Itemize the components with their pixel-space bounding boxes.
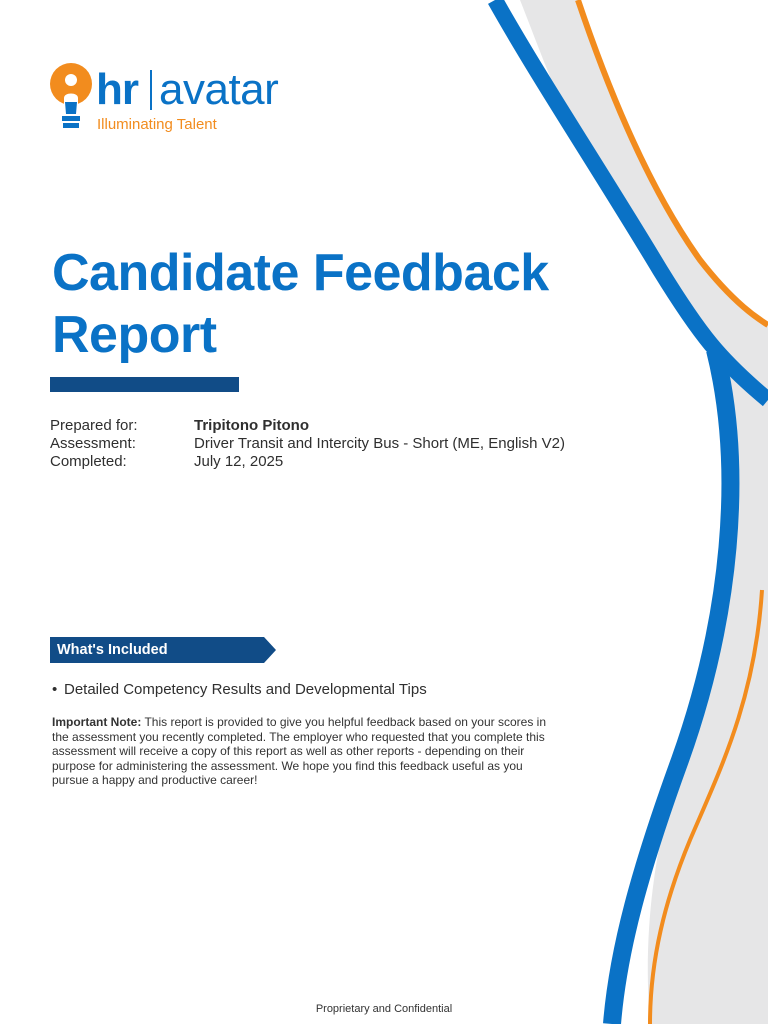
included-item-text: Detailed Competency Results and Developm… bbox=[64, 681, 427, 698]
title-underline-bar bbox=[50, 377, 239, 392]
report-metadata: Prepared for: Tripitono Pitono Assessmen… bbox=[50, 417, 565, 471]
completed-label: Completed: bbox=[50, 453, 127, 470]
title-line-2: Report bbox=[52, 306, 217, 364]
footer-confidential: Proprietary and Confidential bbox=[315, 1003, 453, 1015]
banner-arrow-shape bbox=[50, 637, 276, 663]
logo-hr-text: hr bbox=[96, 65, 139, 114]
meta-row-completed: Completed: July 12, 2025 bbox=[50, 453, 565, 471]
meta-row-assessment: Assessment: Driver Transit and Intercity… bbox=[50, 435, 565, 453]
prepared-for-label: Prepared for: bbox=[50, 417, 138, 434]
bullet-icon: • bbox=[52, 681, 58, 698]
assessment-name: Driver Transit and Intercity Bus - Short… bbox=[194, 435, 565, 452]
important-note-text: This report is provided to give you help… bbox=[52, 715, 547, 787]
whats-included-heading: What's Included bbox=[57, 642, 168, 658]
completed-date: July 12, 2025 bbox=[194, 453, 284, 470]
logo-avatar-text: avatar bbox=[159, 65, 279, 114]
meta-row-prepared-for: Prepared for: Tripitono Pitono bbox=[50, 417, 565, 435]
logo-tagline: Illuminating Talent bbox=[97, 116, 217, 133]
whats-included-banner: What's Included bbox=[50, 637, 276, 663]
title-line-1: Candidate Feedback bbox=[52, 244, 549, 302]
list-item: • Detailed Competency Results and Develop… bbox=[52, 681, 427, 698]
lightbulb-person-icon bbox=[50, 63, 92, 128]
tagline-talent: Talent bbox=[172, 116, 217, 133]
tagline-illuminating: Illuminating bbox=[97, 116, 173, 133]
candidate-name: Tripitono Pitono bbox=[194, 417, 309, 434]
hr-avatar-logo: hr avatar Illuminating Talent bbox=[48, 62, 308, 142]
assessment-label: Assessment: bbox=[50, 435, 136, 452]
logo-separator bbox=[150, 70, 152, 110]
important-note-label: Important Note: bbox=[52, 715, 142, 729]
important-note: Important Note: This report is provided … bbox=[52, 715, 552, 788]
page-title: Candidate Feedback Report bbox=[52, 242, 612, 366]
